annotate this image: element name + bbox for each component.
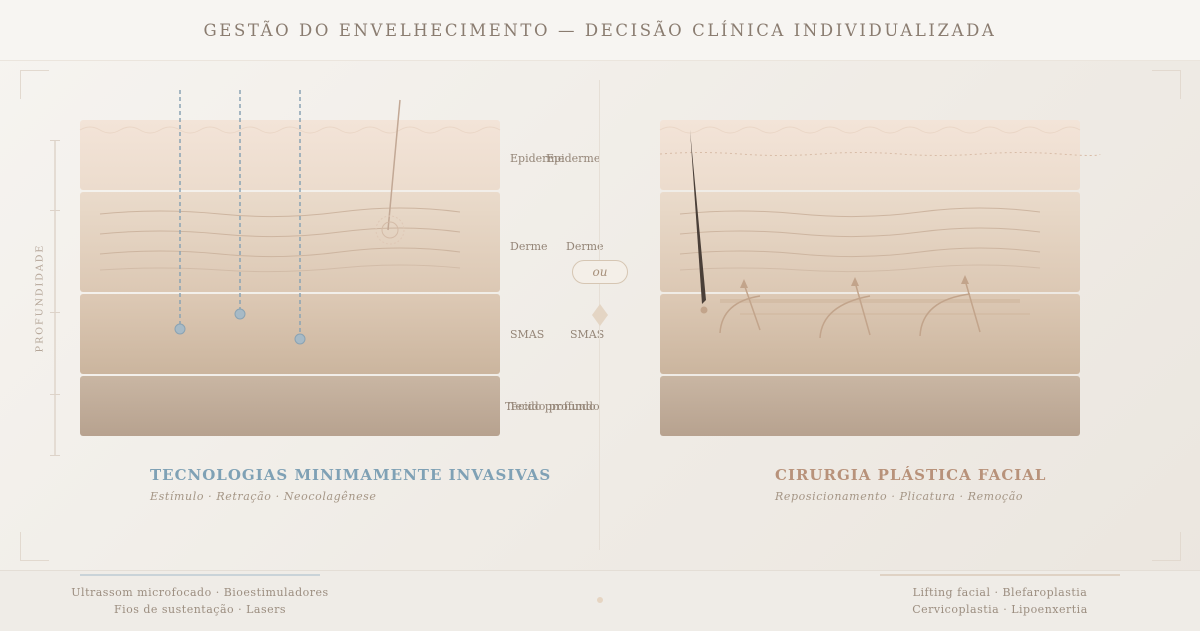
ultrasound-probe-icon: [174, 90, 306, 345]
right-subtitle: Reposicionamento · Plicatura · Remoção: [775, 490, 1024, 503]
layer-smas: [80, 294, 500, 374]
page-title: GESTÃO DO ENVELHECIMENTO — DECISÃO CLÍNI…: [203, 20, 997, 40]
layer-deep-tissue: [660, 376, 1080, 436]
left-footer-rule: [80, 574, 320, 576]
depth-tick: [50, 394, 60, 395]
label-epidermis-left: Epiderme: [510, 152, 565, 165]
right-heading: CIRURGIA PLÁSTICA FACIAL: [775, 466, 1047, 484]
depth-tick: [50, 140, 60, 141]
layer-epidermis: [660, 120, 1080, 190]
label-dermis-left: Derme: [510, 240, 548, 253]
depth-tick: [50, 455, 60, 456]
right-skin-diagram: [660, 120, 1080, 436]
footer-center-dot: [597, 597, 603, 603]
right-footer-line1: Lifting facial · Blefaroplastia: [912, 586, 1088, 599]
right-footer-line2: Cervicoplastia · Lipoenxertia: [912, 603, 1088, 616]
right-footer-rule: [880, 574, 1120, 576]
layer-deep-tissue: [80, 376, 500, 436]
label-smas-left: SMAS: [510, 328, 545, 341]
depth-tick: [50, 312, 60, 313]
scalpel-icon: [690, 130, 706, 304]
label-epidermis-right: Epiderme: [546, 152, 601, 165]
corner-frame-bottom-right: [1152, 532, 1181, 561]
divider-diamond-icon: [592, 304, 608, 326]
depth-axis: [54, 140, 56, 456]
ou-badge: ou: [572, 260, 628, 284]
left-skin-diagram: [80, 120, 500, 436]
corner-frame-top-right: [1152, 70, 1181, 99]
label-deep-left: Tecido profundo: [505, 400, 596, 413]
label-smas-right: SMAS: [570, 328, 605, 341]
layer-epidermis: [80, 120, 500, 190]
left-footer-line1: Ultrassom microfocado · Bioestimuladores: [71, 586, 329, 599]
depth-tick: [50, 210, 60, 211]
left-footer-line2: Fios de sustentação · Lasers: [113, 603, 287, 616]
corner-frame-bottom-left: [20, 532, 49, 561]
left-heading: TECNOLOGIAS MINIMAMENTE INVASIVAS: [150, 466, 552, 484]
lift-arrow-icon: [719, 279, 981, 339]
label-deep-right: Tecido profundo: [509, 400, 600, 413]
corner-frame-top-left: [20, 70, 49, 99]
left-subtitle: Estímulo · Retração · Neocolagênese: [150, 490, 377, 503]
header-bar: GESTÃO DO ENVELHECIMENTO — DECISÃO CLÍNI…: [0, 0, 1200, 61]
footer-bar: [0, 570, 1200, 631]
label-dermis-right: Derme: [566, 240, 604, 253]
